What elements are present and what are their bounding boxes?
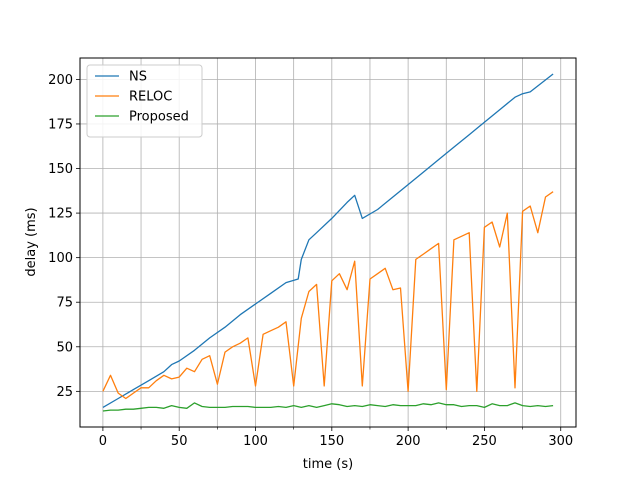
x-tick-label: 300 bbox=[548, 434, 573, 449]
y-tick-label: 50 bbox=[56, 340, 73, 355]
legend-entry: NS bbox=[129, 70, 147, 85]
x-tick-label: 250 bbox=[472, 434, 497, 449]
series-line-proposed bbox=[102, 402, 554, 412]
y-tick-label: 150 bbox=[48, 162, 73, 177]
plot-frame bbox=[79, 57, 577, 428]
y-tick-label: 25 bbox=[56, 385, 73, 400]
y-tick-label: 175 bbox=[48, 117, 73, 132]
legend-entry: RELOC bbox=[129, 90, 172, 105]
series-layer bbox=[102, 73, 554, 412]
x-axis-label: time (s) bbox=[303, 457, 353, 472]
x-tick-label: 0 bbox=[99, 434, 107, 449]
legend: NS RELOC Proposed bbox=[86, 64, 203, 138]
x-tick-label: 150 bbox=[319, 434, 344, 449]
y-tick-label: 100 bbox=[48, 251, 73, 266]
x-tick-label: 200 bbox=[396, 434, 421, 449]
x-tick-label: 100 bbox=[243, 434, 268, 449]
y-tick-label: 200 bbox=[48, 73, 73, 88]
y-tick-label: 125 bbox=[48, 207, 73, 222]
series-line-ns bbox=[102, 73, 554, 408]
y-axis-label: delay (ms) bbox=[24, 207, 39, 276]
axis-ticks: 0 50 100 150 200 250 300 25 50 75 100 125 150 175 200 bbox=[48, 73, 573, 449]
legend-box bbox=[86, 64, 203, 138]
series-line-reloc bbox=[102, 191, 554, 400]
y-tick-label: 75 bbox=[56, 296, 73, 311]
legend-entry: Proposed bbox=[129, 110, 189, 125]
x-tick-label: 50 bbox=[171, 434, 188, 449]
